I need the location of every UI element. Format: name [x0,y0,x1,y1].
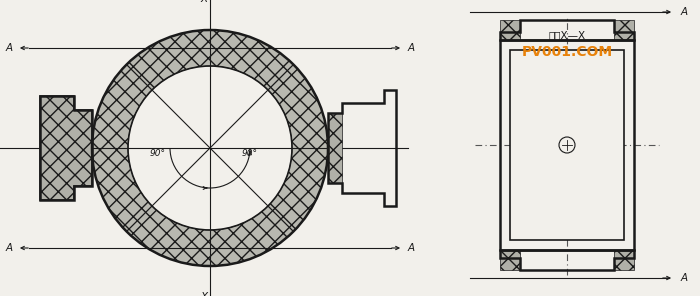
Polygon shape [127,30,293,90]
Text: A: A [407,243,414,253]
Polygon shape [127,206,293,266]
Polygon shape [268,65,328,231]
Polygon shape [328,113,342,183]
Polygon shape [500,20,520,40]
Text: 90°: 90° [242,149,258,157]
Polygon shape [92,65,152,231]
Text: 剖视X—X: 剖视X—X [548,30,586,40]
Text: A: A [6,243,13,253]
Polygon shape [40,96,92,200]
Text: X: X [200,0,208,4]
Circle shape [559,137,575,153]
Text: 90°: 90° [150,149,166,157]
Polygon shape [614,250,634,270]
Polygon shape [500,250,520,270]
Text: A: A [680,273,687,283]
Text: A: A [680,7,687,17]
Text: X: X [200,292,208,296]
Text: A: A [6,43,13,53]
Polygon shape [510,50,624,240]
Text: A: A [407,43,414,53]
Text: PV001.COM: PV001.COM [522,45,612,59]
Polygon shape [614,20,634,40]
